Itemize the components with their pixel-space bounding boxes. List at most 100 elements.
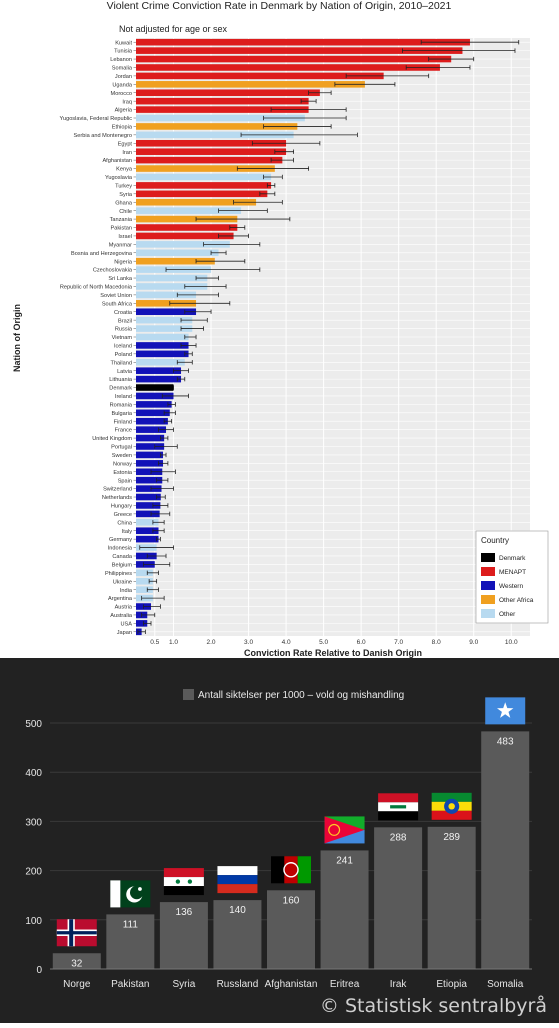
y-tick-label-iran: Iran xyxy=(122,150,132,156)
y-tick-label: 0 xyxy=(36,965,42,976)
legend-swatch xyxy=(183,689,194,700)
y-tick-label-netherlands: Netherlands xyxy=(102,495,132,501)
bar-vietnam xyxy=(136,333,189,341)
legend-swatch-other xyxy=(481,609,495,618)
bar-serbia-and-montenegro xyxy=(136,131,294,139)
y-tick-label-denmark: Denmark xyxy=(109,386,132,392)
syria-flag xyxy=(163,868,204,896)
bar-lithuania xyxy=(136,375,182,383)
bar-morocco xyxy=(136,89,320,97)
y-tick-label-croatia: Croatia xyxy=(114,310,133,316)
y-tick-label-tunisia: Tunisia xyxy=(114,49,133,55)
y-tick-label-bulgaria: Bulgaria xyxy=(111,411,132,417)
x-tick-label-syria: Syria xyxy=(172,979,195,990)
y-tick-label-lebanon: Lebanon xyxy=(110,57,132,63)
y-tick-label-austria: Austria xyxy=(115,605,133,611)
bar-russland xyxy=(213,900,262,969)
y-tick-label-ethiopia: Ethiopia xyxy=(112,125,133,131)
value-label-norge: 32 xyxy=(71,958,83,969)
bar-iran xyxy=(136,148,287,155)
y-tick-label-pakistan: Pakistan xyxy=(111,226,132,232)
y-tick-label-afghanistan: Afghanistan xyxy=(102,158,132,164)
y-tick-label-soviet-union: Soviet Union xyxy=(100,293,132,299)
bar-canada xyxy=(136,552,157,560)
y-tick-label-turkey: Turkey xyxy=(115,183,132,189)
y-tick-label-israel: Israel xyxy=(118,234,132,240)
bar-finland xyxy=(136,417,168,425)
bar-ireland xyxy=(136,392,174,400)
bar-romania xyxy=(136,401,172,408)
legend-title: Country xyxy=(481,536,509,545)
ethiopia-flag xyxy=(431,792,472,820)
legend-label: Antall siktelser per 1000 – vold og mish… xyxy=(198,690,404,701)
y-tick-label-greece: Greece xyxy=(114,512,132,518)
charges-per-1000-chart: 0 100 200 300 400 500 Antall siktelser per 100… xyxy=(0,686,559,1023)
source-credit: © Statistisk sentralbyrå xyxy=(319,995,547,1017)
y-tick-label-ghana: Ghana xyxy=(115,200,133,206)
bar-china xyxy=(136,519,159,526)
bar-ethiopia xyxy=(136,123,298,130)
bar-lebanon xyxy=(136,55,452,63)
y-tick-label-yugoslavia-federal-republic: Yugoslavia, Federal Republic xyxy=(60,116,133,122)
y-tick-label-poland: Poland xyxy=(115,352,132,358)
bar-bosnia-and-herzegovina xyxy=(136,249,219,257)
bar-bulgaria xyxy=(136,409,170,417)
y-tick-label-australia: Australia xyxy=(110,613,133,619)
y-tick-label-canada: Canada xyxy=(112,554,132,560)
pakistan-flag xyxy=(110,880,151,908)
y-tick-label-russia: Russia xyxy=(115,327,133,333)
bar-portugal xyxy=(136,443,165,450)
y-tick-label-syria: Syria xyxy=(119,192,133,198)
legend-label-western: Western xyxy=(499,583,523,590)
y-tick-label-czechoslovakia: Czechoslovakia xyxy=(93,268,133,274)
value-label-syria: 136 xyxy=(176,907,193,918)
y-tick-label-iceland: Iceland xyxy=(114,344,132,350)
bar-somalia xyxy=(481,731,530,969)
value-label-somalia: 483 xyxy=(497,736,514,747)
eritrea-flag xyxy=(324,816,365,844)
y-tick-label-romania: Romania xyxy=(110,402,133,408)
norway-flag xyxy=(56,919,97,947)
y-tick-label-iraq: Iraq xyxy=(122,99,132,105)
y-tick-label-philippines: Philippines xyxy=(105,571,132,577)
y-tick-label-south-africa: South Africa xyxy=(102,301,133,307)
y-tick-label-jordan: Jordan xyxy=(115,74,132,80)
chart-subtitle: Not adjusted for age or sex xyxy=(119,24,228,34)
y-tick-label-finland: Finland xyxy=(114,419,132,425)
bar-yugoslavia-federal-republic xyxy=(136,114,305,122)
y-tick-label-brazil: Brazil xyxy=(118,318,132,324)
y-tick-label-ireland: Ireland xyxy=(115,394,132,400)
y-tick-label-bosnia-and-herzegovina: Bosnia and Herzegovina xyxy=(71,251,133,257)
y-tick-label-republic-of-north-macedonia: Republic of North Macedonia xyxy=(60,285,133,291)
bar-uganda xyxy=(136,81,365,88)
x-tick-label: 2.0 xyxy=(207,639,216,646)
russia-flag xyxy=(217,866,258,894)
bar-thailand xyxy=(136,358,185,366)
y-tick-label-estonia: Estonia xyxy=(113,470,133,476)
conviction-rate-chart: Violent Crime Conviction Rate in Denmark… xyxy=(12,0,549,658)
x-tick-label: 7.0 xyxy=(394,639,403,646)
y-tick-label-thailand: Thailand xyxy=(111,360,132,366)
y-tick-label-argentina: Argentina xyxy=(108,596,133,602)
legend-swatch-denmark xyxy=(481,553,495,562)
y-tick-label-serbia-and-montenegro: Serbia and Montenegro xyxy=(74,133,132,139)
bar-egypt xyxy=(136,139,287,147)
bar-turkey xyxy=(136,182,272,189)
legend-label-other: Other xyxy=(499,611,516,618)
bar-ghana xyxy=(136,198,257,206)
panel-divider xyxy=(0,658,559,686)
bar-pakistan xyxy=(106,914,155,969)
x-axis-label: Conviction Rate Relative to Danish Origi… xyxy=(244,648,422,658)
y-tick-label-china: China xyxy=(117,520,133,526)
y-tick-label-kuwait: Kuwait xyxy=(115,40,132,46)
bar-afghanistan xyxy=(267,890,315,969)
bar-greece xyxy=(136,510,160,518)
bar-chile xyxy=(136,207,242,214)
bar-soviet-union xyxy=(136,291,197,299)
y-tick-label-tanzania: Tanzania xyxy=(110,217,133,223)
iraq-flag xyxy=(378,793,419,821)
bar-syria xyxy=(136,190,268,198)
bar-jordan xyxy=(136,72,384,80)
bar-germany xyxy=(136,535,159,543)
y-tick-label-vietnam: Vietnam xyxy=(112,335,133,341)
